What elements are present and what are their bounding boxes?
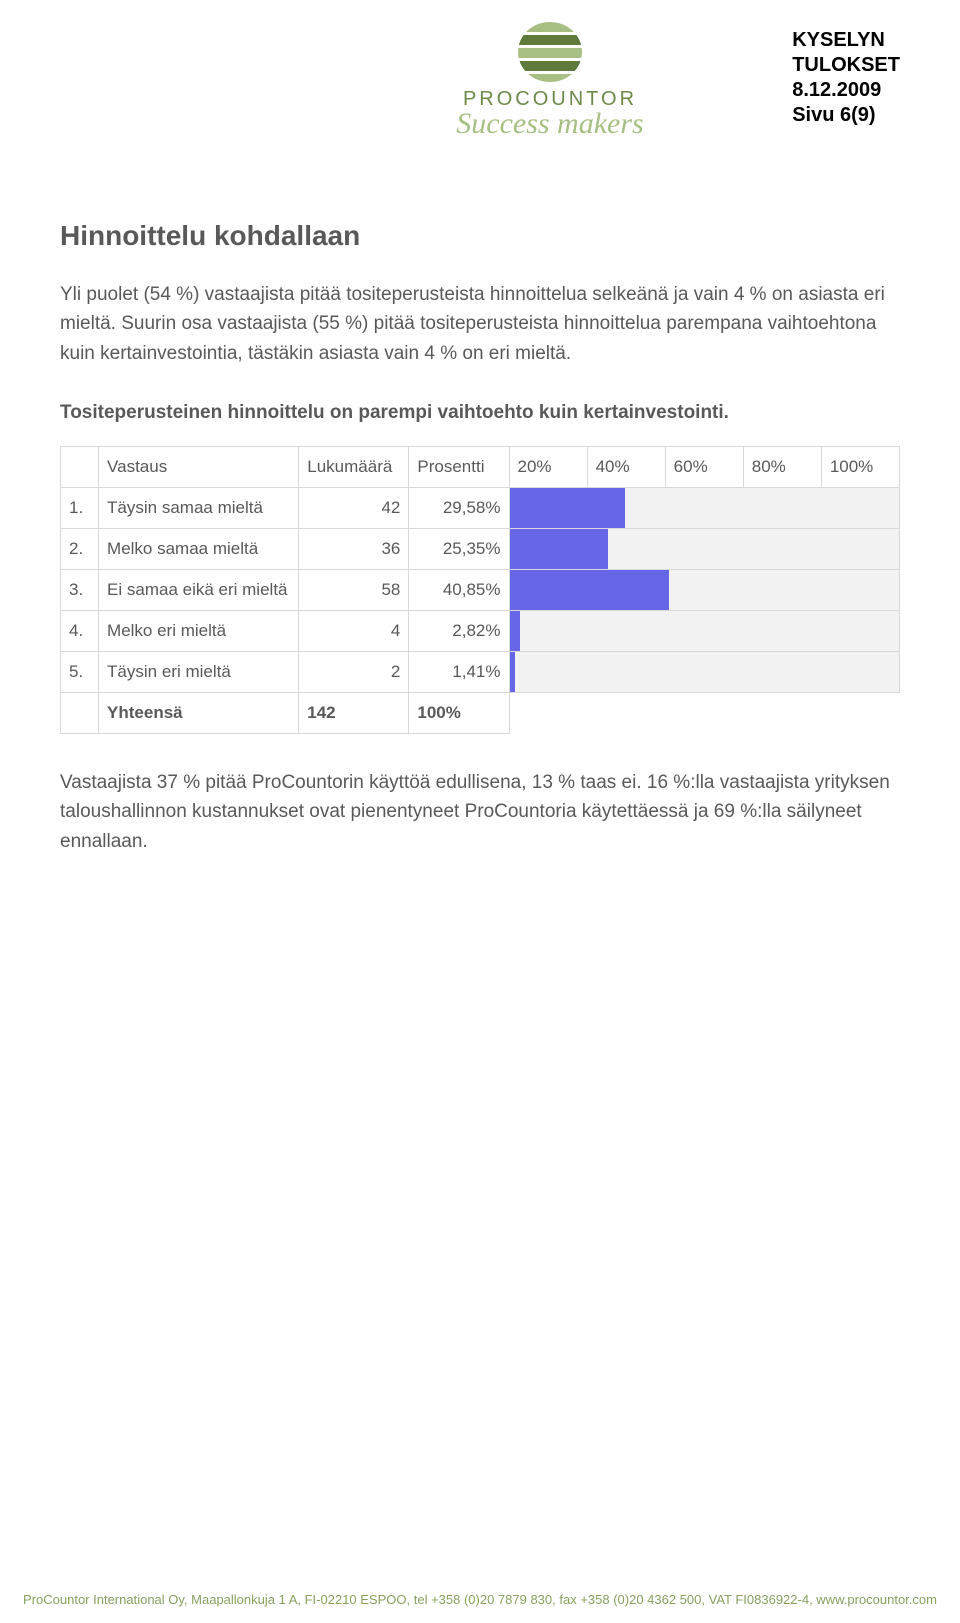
th-percent: Prosentti [409, 446, 509, 487]
logo-block: PROCOUNTOR Success makers [456, 20, 643, 141]
header-meta-line2: TULOKSET [792, 53, 900, 78]
total-blank [61, 692, 99, 733]
outro-paragraph: Vastaajista 37 % pitää ProCountorin käyt… [60, 768, 900, 856]
globe-icon [513, 20, 587, 84]
row-index: 5. [61, 651, 99, 692]
row-index: 2. [61, 528, 99, 569]
total-count: 142 [299, 692, 409, 733]
row-count: 58 [299, 569, 409, 610]
logo-tagline: Success makers [456, 107, 643, 141]
question-heading: Tositeperusteinen hinnoittelu on parempi… [60, 398, 900, 427]
page-header: PROCOUNTOR Success makers KYSELYN TULOKS… [60, 20, 900, 170]
row-bar-cell [509, 528, 900, 569]
row-bar-cell [509, 610, 900, 651]
header-meta-date: 8.12.2009 [792, 78, 900, 103]
th-tick-2: 60% [665, 446, 743, 487]
row-label: Melko samaa mieltä [99, 528, 299, 569]
table-row: 3.Ei samaa eikä eri mieltä5840,85% [61, 569, 900, 610]
section-title: Hinnoittelu kohdallaan [60, 220, 900, 252]
th-tick-0: 20% [509, 446, 587, 487]
row-count: 42 [299, 487, 409, 528]
bar-fill [510, 529, 609, 569]
header-meta-page: Sivu 6(9) [792, 103, 900, 128]
row-count: 4 [299, 610, 409, 651]
total-percent: 100% [409, 692, 509, 733]
bar-fill [510, 488, 625, 528]
row-label: Täysin samaa mieltä [99, 487, 299, 528]
row-index: 1. [61, 487, 99, 528]
header-meta: KYSELYN TULOKSET 8.12.2009 Sivu 6(9) [792, 28, 900, 128]
row-percent: 25,35% [409, 528, 509, 569]
row-label: Täysin eri mieltä [99, 651, 299, 692]
header-meta-line1: KYSELYN [792, 28, 900, 53]
results-table: Vastaus Lukumäärä Prosentti 20% 40% 60% … [60, 446, 900, 734]
table-header-row: Vastaus Lukumäärä Prosentti 20% 40% 60% … [61, 446, 900, 487]
row-label: Ei samaa eikä eri mieltä [99, 569, 299, 610]
row-count: 36 [299, 528, 409, 569]
table-row: 4.Melko eri mieltä42,82% [61, 610, 900, 651]
table-row: 5.Täysin eri mieltä21,41% [61, 651, 900, 692]
table-row: 2.Melko samaa mieltä3625,35% [61, 528, 900, 569]
page-footer: ProCountor International Oy, Maapallonku… [0, 1592, 960, 1607]
th-count: Lukumäärä [299, 446, 409, 487]
total-label: Yhteensä [99, 692, 299, 733]
row-index: 4. [61, 610, 99, 651]
row-bar-cell [509, 569, 900, 610]
th-answer: Vastaus [99, 446, 299, 487]
intro-paragraph: Yli puolet (54 %) vastaajista pitää tosi… [60, 280, 900, 368]
total-bar-blank [509, 692, 900, 733]
row-percent: 1,41% [409, 651, 509, 692]
row-index: 3. [61, 569, 99, 610]
table-row: 1.Täysin samaa mieltä4229,58% [61, 487, 900, 528]
row-label: Melko eri mieltä [99, 610, 299, 651]
bar-fill [510, 570, 669, 610]
row-percent: 40,85% [409, 569, 509, 610]
th-tick-4: 100% [821, 446, 899, 487]
th-tick-1: 40% [587, 446, 665, 487]
th-tick-3: 80% [743, 446, 821, 487]
table-total-row: Yhteensä142100% [61, 692, 900, 733]
row-bar-cell [509, 651, 900, 692]
th-blank [61, 446, 99, 487]
row-percent: 2,82% [409, 610, 509, 651]
bar-fill [510, 652, 515, 692]
row-count: 2 [299, 651, 409, 692]
row-bar-cell [509, 487, 900, 528]
bar-fill [510, 611, 521, 651]
row-percent: 29,58% [409, 487, 509, 528]
